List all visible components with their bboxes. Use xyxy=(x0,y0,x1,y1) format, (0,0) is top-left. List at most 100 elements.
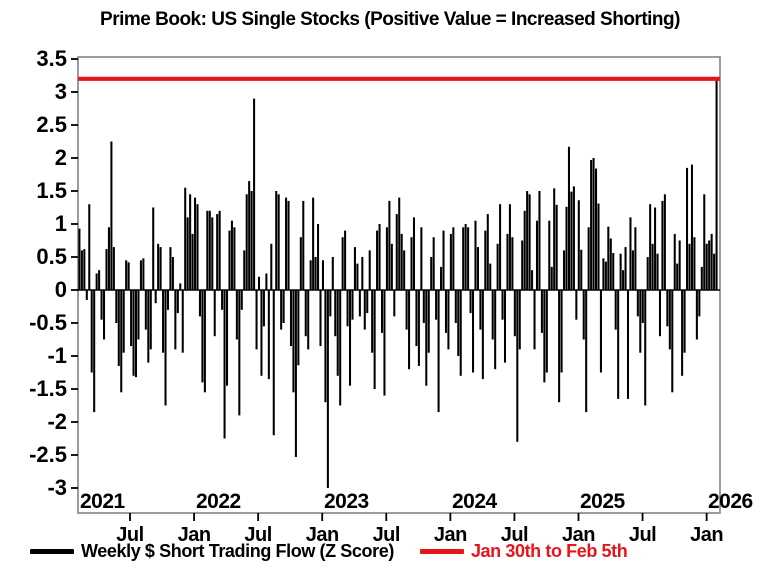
bar xyxy=(373,290,376,389)
y-tick-label: 3.5 xyxy=(36,46,67,71)
x-tick-label: Jul xyxy=(501,524,528,546)
bar xyxy=(686,167,689,290)
bar xyxy=(624,247,627,290)
reference-line-swatch xyxy=(419,549,464,554)
bar xyxy=(452,227,455,290)
bar xyxy=(171,257,174,290)
bar xyxy=(398,197,401,290)
bar xyxy=(580,249,583,290)
bar xyxy=(105,249,108,290)
bar xyxy=(78,228,81,290)
bar xyxy=(98,270,101,290)
bar xyxy=(395,214,398,290)
bar xyxy=(469,290,472,314)
bar xyxy=(612,253,615,290)
bar xyxy=(516,290,519,442)
bar xyxy=(317,224,320,290)
bar xyxy=(154,290,157,304)
bar xyxy=(93,290,96,413)
bar xyxy=(425,290,428,386)
bar xyxy=(713,253,716,290)
bar xyxy=(499,204,502,290)
bar xyxy=(376,230,379,290)
bar xyxy=(319,290,322,347)
bar xyxy=(206,210,209,290)
bar xyxy=(435,290,438,320)
bar xyxy=(690,164,693,290)
bar xyxy=(548,220,551,290)
bar xyxy=(186,217,189,290)
bar xyxy=(705,243,708,290)
bar xyxy=(521,240,524,290)
bar xyxy=(427,290,430,353)
year-label: 2022 xyxy=(196,490,241,513)
bar xyxy=(134,290,138,378)
bar xyxy=(378,224,381,290)
bar xyxy=(405,290,408,330)
bar xyxy=(563,250,566,290)
bar xyxy=(604,261,607,290)
bar xyxy=(336,290,339,376)
bar xyxy=(257,276,261,290)
bar xyxy=(592,158,595,290)
bar xyxy=(262,290,265,327)
legend-item-series: Weekly $ Short Trading Flow (Z Score) xyxy=(30,541,394,562)
bar xyxy=(558,290,561,403)
bar xyxy=(444,290,447,333)
bar xyxy=(526,191,529,290)
bar xyxy=(673,233,676,290)
y-tick-label: 0 xyxy=(55,277,67,302)
bar xyxy=(449,233,452,290)
bar xyxy=(294,290,297,457)
bar xyxy=(312,197,315,290)
bar xyxy=(693,237,696,290)
bar xyxy=(459,290,462,376)
bar xyxy=(577,200,580,290)
bar xyxy=(341,237,344,290)
bar xyxy=(191,233,194,290)
bar xyxy=(179,283,182,290)
bar xyxy=(203,290,206,393)
bar xyxy=(221,290,224,310)
year-label: 2026 xyxy=(708,490,753,513)
bar xyxy=(481,290,484,380)
bar xyxy=(321,260,324,290)
series-line-swatch xyxy=(30,549,74,554)
bar xyxy=(550,266,553,290)
bar xyxy=(614,290,617,330)
bar xyxy=(599,290,602,373)
bar xyxy=(240,290,243,310)
year-label: 2025 xyxy=(580,490,626,513)
bar xyxy=(245,194,248,290)
y-tick-label: 3 xyxy=(55,79,67,104)
bar xyxy=(139,260,142,290)
y-tick-label: -1.5 xyxy=(29,376,67,401)
bar xyxy=(282,290,285,323)
bar xyxy=(238,290,241,416)
bar xyxy=(90,290,93,373)
bar xyxy=(403,250,406,290)
bar xyxy=(103,290,106,340)
bar xyxy=(479,290,482,330)
bar xyxy=(253,98,256,290)
plot-frame xyxy=(77,56,721,514)
bar xyxy=(157,243,160,290)
bar xyxy=(668,290,671,350)
y-tick-label: 2.5 xyxy=(36,112,67,137)
bar xyxy=(607,226,610,290)
bar xyxy=(400,233,403,290)
year-label: 2024 xyxy=(452,490,498,513)
bar xyxy=(484,230,487,290)
bar xyxy=(496,243,499,290)
bar xyxy=(132,290,135,376)
bar xyxy=(567,146,570,290)
bar xyxy=(115,290,118,323)
bar xyxy=(228,230,231,290)
bar xyxy=(226,290,229,386)
x-tick-label: Jan xyxy=(306,524,339,546)
bar xyxy=(255,290,258,350)
bar xyxy=(513,290,516,337)
bar xyxy=(508,204,511,290)
